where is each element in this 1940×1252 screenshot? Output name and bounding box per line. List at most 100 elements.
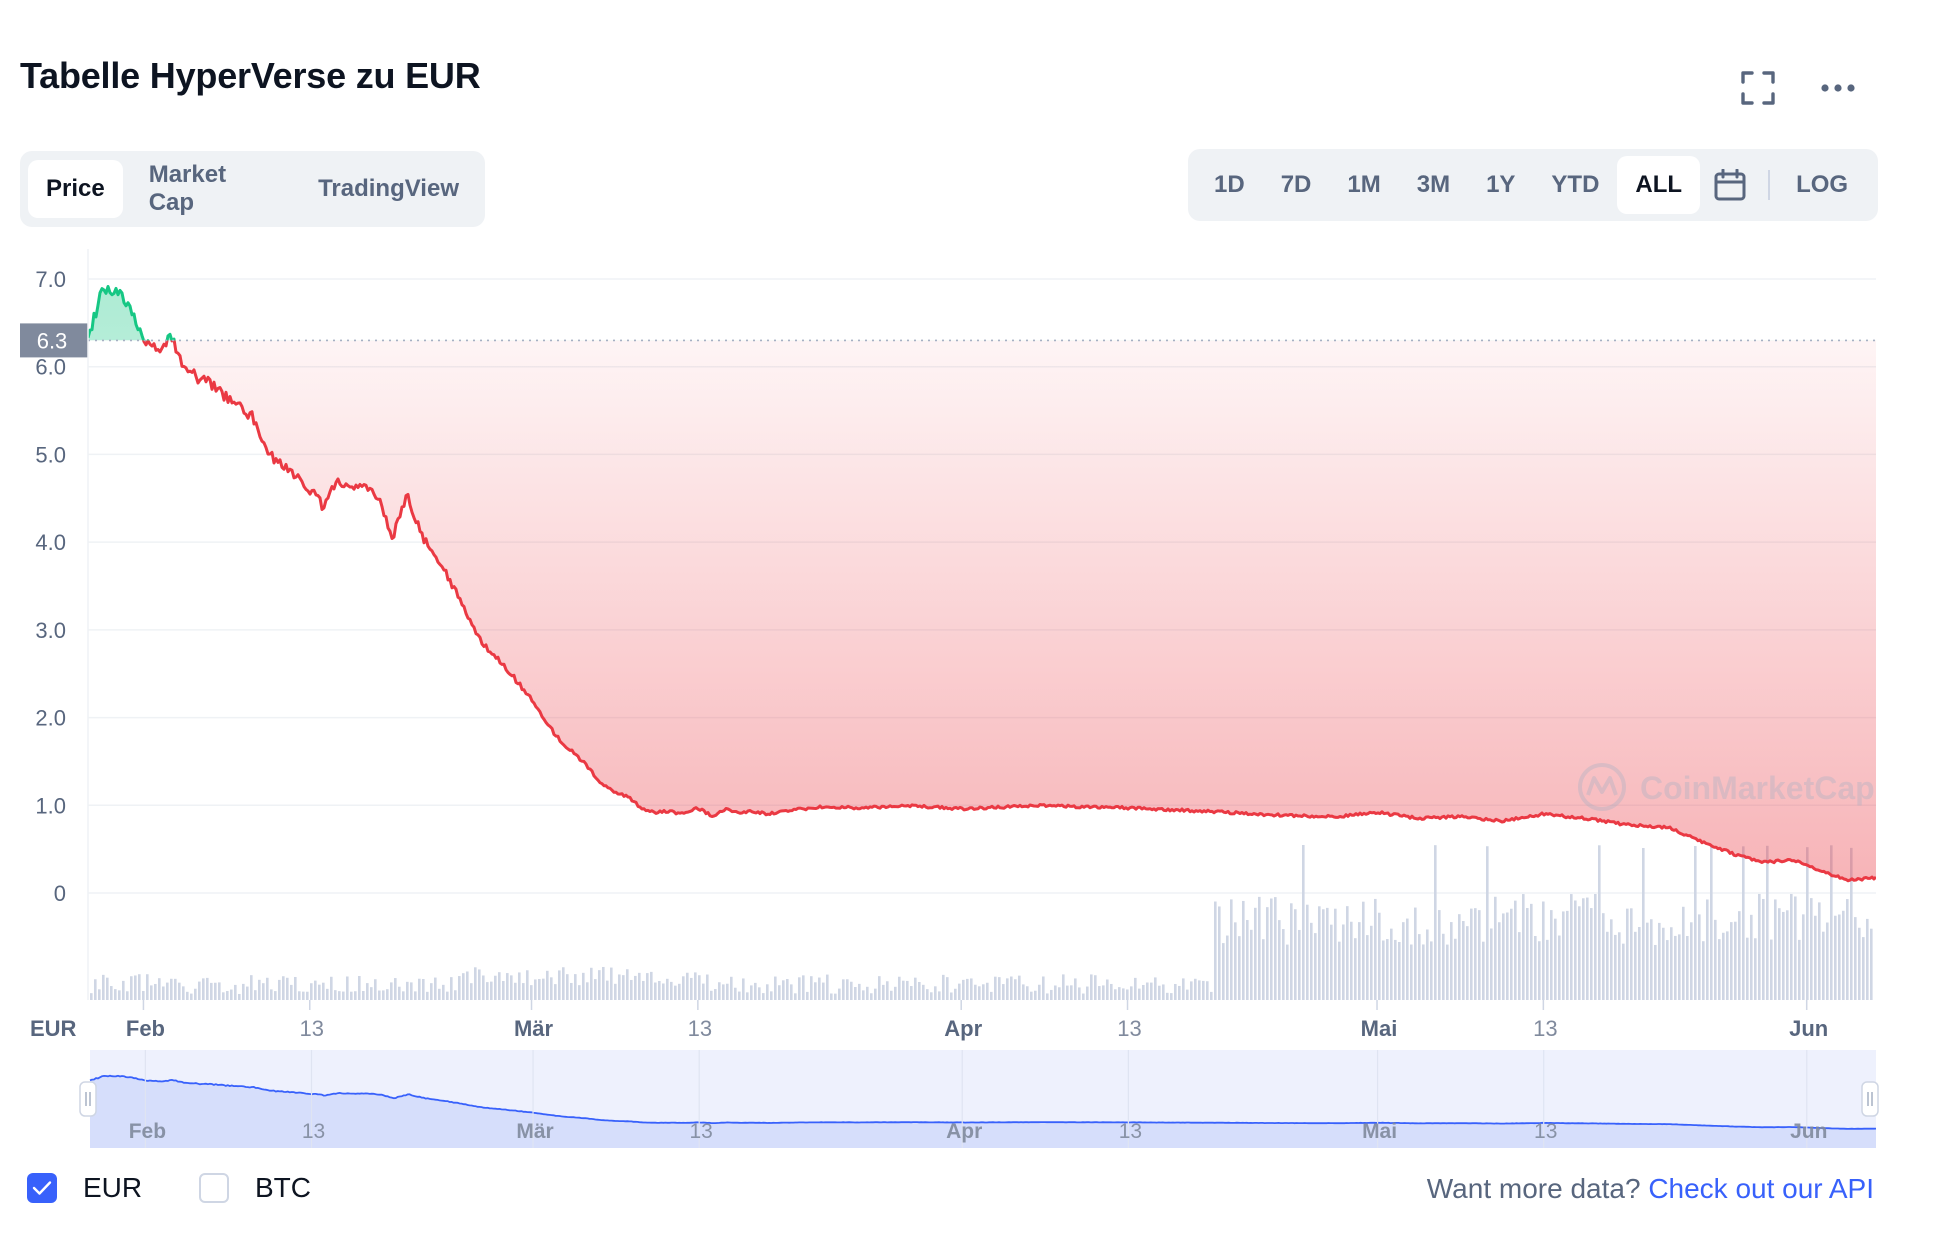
volume-bar: [1338, 941, 1341, 1000]
api-link[interactable]: Check out our API: [1648, 1173, 1874, 1204]
x-tick-label: 13: [1117, 1016, 1141, 1041]
volume-bar: [426, 991, 429, 1000]
volume-bar: [986, 982, 989, 1000]
volume-bar: [414, 991, 417, 1000]
volume-bar: [1506, 912, 1509, 1000]
volume-bar: [258, 979, 261, 1000]
volume-bar: [434, 977, 437, 1000]
volume-bar: [942, 974, 945, 1000]
volume-bar: [146, 974, 149, 1000]
volume-bar: [974, 984, 977, 1000]
volume-bar: [218, 982, 221, 1000]
volume-bar: [1354, 938, 1357, 1000]
legend-eur[interactable]: EUR: [27, 1172, 142, 1204]
range-1d[interactable]: 1D: [1214, 171, 1245, 198]
x-tick-label: Feb: [126, 1016, 165, 1041]
volume-bar: [1138, 988, 1141, 1000]
volume-bar: [698, 975, 701, 1000]
volume-bar: [1242, 900, 1245, 1000]
volume-bar: [642, 980, 645, 1000]
volume-bar: [874, 988, 877, 1000]
volume-bar: [774, 976, 777, 1000]
volume-bar: [1730, 922, 1733, 1000]
volume-bar: [334, 990, 337, 1000]
volume-bar: [806, 991, 809, 1000]
volume-bar: [206, 977, 209, 1000]
range-all[interactable]: ALL: [1617, 156, 1701, 214]
volume-bar: [1410, 944, 1413, 1000]
range-ytd[interactable]: YTD: [1551, 171, 1600, 198]
range-7d[interactable]: 7D: [1280, 171, 1312, 198]
eur-checkbox[interactable]: [27, 1173, 57, 1203]
volume-bar: [910, 986, 913, 1000]
volume-bar: [826, 974, 829, 1000]
x-tick-label: 13: [688, 1016, 712, 1041]
navigator-handle-right[interactable]: [1861, 1081, 1879, 1117]
check-icon: [32, 1181, 52, 1195]
volume-bar: [838, 988, 841, 1000]
volume-bar: [882, 984, 885, 1000]
calendar-button[interactable]: [1700, 156, 1760, 214]
volume-bar: [950, 992, 953, 1000]
volume-bar: [1346, 906, 1349, 1000]
navigator[interactable]: Feb 13 Mär 13 Apr 13 Mai 13 Jun: [79, 1050, 1879, 1148]
volume-bar: [954, 988, 957, 1000]
volume-bar: [1406, 918, 1409, 1000]
tab-market-cap[interactable]: Market Cap: [148, 161, 227, 216]
more-button[interactable]: [1814, 64, 1862, 112]
fullscreen-button[interactable]: [1734, 64, 1782, 112]
volume-bar: [1818, 902, 1821, 1000]
navigator-handle-left[interactable]: [79, 1081, 97, 1117]
volume-bar: [914, 977, 917, 1000]
volume-bar: [1654, 944, 1657, 1000]
volume-bar: [766, 984, 769, 1000]
range-1m[interactable]: 1M: [1347, 171, 1381, 198]
volume-bar: [606, 980, 609, 1000]
volume-bar: [1562, 911, 1565, 1000]
x-tick-label: Apr: [944, 1016, 982, 1041]
price-line-down: [142, 340, 1876, 883]
volume-bar: [738, 991, 741, 1000]
range-1y[interactable]: 1Y: [1486, 171, 1516, 198]
btc-checkbox[interactable]: [199, 1173, 229, 1203]
volume-bar: [1622, 943, 1625, 1000]
volume-bar: [1666, 940, 1669, 1000]
volume-bar: [1858, 927, 1861, 1000]
legend-btc[interactable]: BTC: [199, 1172, 311, 1204]
volume-bar: [1066, 985, 1069, 1000]
volume-bar: [1610, 919, 1613, 1000]
volume-bar: [614, 983, 617, 1000]
volume-bar: [1578, 906, 1581, 1000]
volume-bar: [242, 983, 245, 1000]
tab-price[interactable]: Price: [28, 160, 123, 218]
log-toggle[interactable]: LOG: [1796, 171, 1849, 198]
volume-bar: [1182, 978, 1185, 1000]
volume-bar: [1670, 927, 1673, 1000]
volume-bar: [1626, 908, 1629, 1000]
volume-bar: [1378, 912, 1381, 1000]
volume-bar: [346, 976, 349, 1000]
volume-bar: [318, 984, 321, 1000]
volume-bar: [1566, 910, 1569, 1000]
volume-bar: [154, 983, 157, 1000]
volume-bar: [458, 976, 461, 1000]
volume-bar: [1514, 900, 1517, 1000]
volume-bar: [106, 977, 109, 1000]
volume-bar: [554, 984, 557, 1000]
axes: 7.0 6.0 5.0 4.0 3.0 2.0 1.0 0 Feb 13 Mär 13 Apr 13 Mai…: [30, 249, 1828, 1041]
range-3m[interactable]: 3M: [1416, 171, 1451, 198]
reference-line: 6.3: [20, 323, 1876, 358]
volume-bar: [1402, 922, 1405, 1000]
volume-bar: [1706, 899, 1709, 1000]
tab-tradingview[interactable]: TradingView: [318, 175, 459, 202]
volume-bar: [898, 976, 901, 1000]
volume-bar: [718, 982, 721, 1000]
volume-bar: [1114, 989, 1117, 1000]
volume-bar: [1314, 933, 1317, 1000]
volume-bar: [1058, 987, 1061, 1000]
volume-bar: [310, 983, 313, 1000]
volume-bar: [1186, 989, 1189, 1000]
volume-bar: [930, 992, 933, 1000]
volume-bar: [350, 991, 353, 1000]
